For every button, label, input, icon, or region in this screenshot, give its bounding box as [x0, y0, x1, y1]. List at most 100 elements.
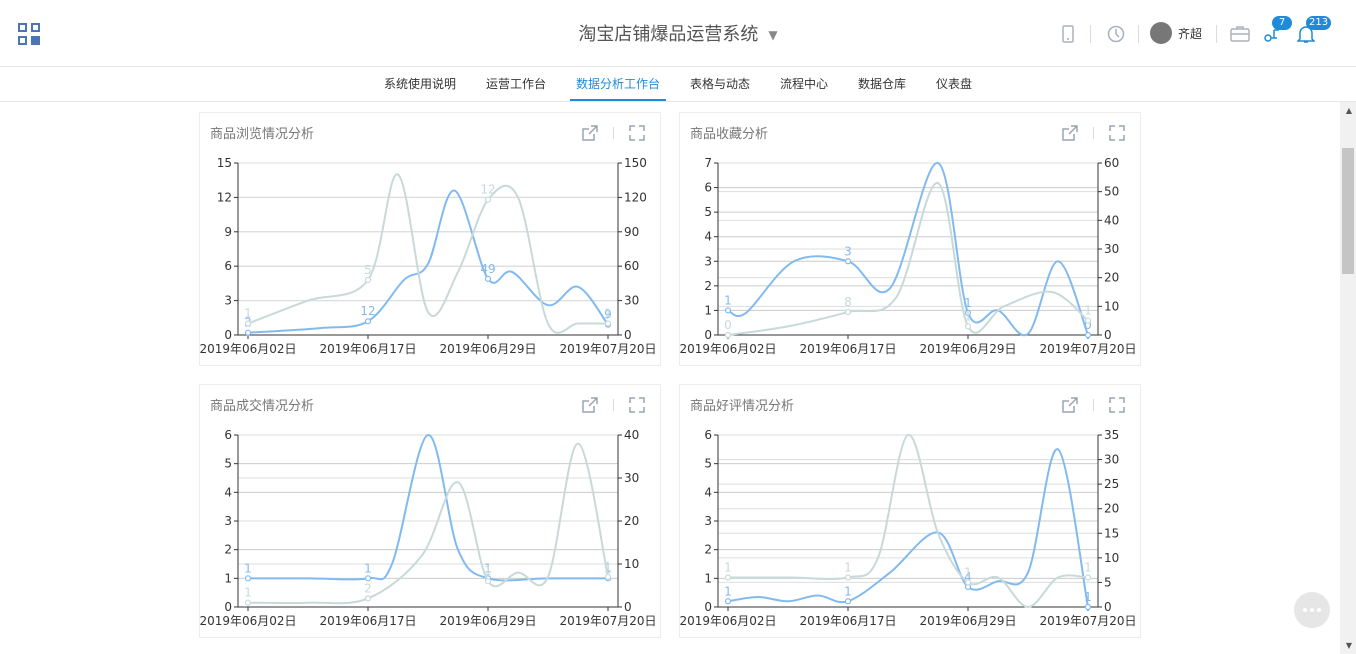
y-right-tick: 30 — [624, 471, 639, 485]
nav-item-dashboard[interactable]: 仪表盘 — [936, 77, 973, 91]
y-left-tick: 0 — [224, 328, 232, 342]
y-right-tick: 20 — [1104, 502, 1119, 516]
y-left-tick: 4 — [704, 485, 712, 499]
scroll-thumb[interactable] — [1342, 148, 1354, 274]
y-left-tick: 3 — [224, 294, 232, 308]
briefcase-icon[interactable] — [1228, 22, 1252, 46]
data-label: 3 — [844, 244, 852, 258]
vertical-scrollbar[interactable]: ▲ ▼ — [1340, 102, 1356, 654]
data-point — [244, 320, 252, 327]
data-label: 1 — [1084, 590, 1092, 604]
y-right-tick: 40 — [1104, 213, 1119, 227]
chart-panel-reviews: 商品好评情况分析 0 1 2 3 4 5 6 0 5 10 15 20 25 30 35 2019年06月02… — [679, 384, 1141, 638]
data-point — [964, 309, 972, 316]
app-grid-icon[interactable] — [18, 23, 40, 45]
nav-item-process[interactable]: 流程中心 — [780, 77, 829, 91]
scroll-up-icon[interactable]: ▲ — [1345, 106, 1352, 115]
data-label: 1 — [844, 584, 852, 598]
external-link-icon[interactable] — [1060, 123, 1080, 143]
y-left-tick: 5 — [704, 457, 712, 471]
data-point — [844, 574, 852, 581]
data-point — [1084, 603, 1092, 611]
data-label: 1 — [364, 561, 372, 575]
y-left-tick: 9 — [224, 225, 232, 239]
y-right-tick: 10 — [1104, 299, 1119, 313]
fullscreen-icon[interactable] — [627, 395, 647, 415]
external-link-icon[interactable] — [580, 395, 600, 415]
data-point — [844, 308, 852, 316]
y-left-tick: 6 — [224, 259, 232, 273]
nav-item-tables[interactable]: 表格与动态 — [690, 77, 751, 91]
y-right-tick: 40 — [624, 428, 639, 442]
avatar[interactable] — [1150, 22, 1172, 44]
y-right-tick: 0 — [1104, 328, 1112, 342]
y-left-tick: 15 — [217, 156, 232, 170]
y-right-tick: 30 — [1104, 242, 1119, 256]
fullscreen-icon[interactable] — [1107, 395, 1127, 415]
fullscreen-icon[interactable] — [627, 123, 647, 143]
app-header: 淘宝店铺爆品运营系统 ▼ 齐超 7 213 — [0, 0, 1356, 67]
x-tick: 2019年06月17日 — [799, 342, 896, 356]
bell-icon[interactable]: 213 — [1294, 16, 1332, 46]
y-left-tick: 2 — [224, 543, 232, 557]
y-left-tick: 7 — [704, 156, 712, 170]
data-label: 1 — [244, 561, 252, 575]
data-point — [244, 599, 252, 606]
scroll-down-icon[interactable]: ▼ — [1345, 641, 1352, 650]
data-label: 2 — [364, 581, 372, 595]
y-left-tick: 2 — [704, 279, 712, 293]
system-title: 淘宝店铺爆品运营系统 — [578, 24, 759, 45]
external-link-icon[interactable] — [580, 123, 600, 143]
data-label: 12 — [480, 183, 495, 197]
x-tick: 2019年06月17日 — [799, 614, 896, 628]
y-left-tick: 6 — [704, 428, 712, 442]
series-line — [247, 442, 609, 605]
y-left-tick: 0 — [704, 328, 712, 342]
data-label: 1 — [724, 293, 732, 307]
fullscreen-icon[interactable] — [1107, 123, 1127, 143]
y-right-tick: 60 — [1104, 156, 1119, 170]
clock-icon[interactable] — [1104, 22, 1128, 46]
x-tick: 2019年06月29日 — [439, 614, 536, 628]
y-left-tick: 6 — [704, 181, 712, 195]
data-label: 1 — [964, 565, 972, 579]
nav-item-manual[interactable]: 系统使用说明 — [384, 77, 457, 91]
data-point — [844, 258, 852, 265]
data-label: 12 — [360, 304, 375, 318]
y-right-tick: 30 — [624, 294, 639, 308]
data-point — [604, 573, 612, 580]
x-tick: 2019年06月02日 — [200, 342, 297, 356]
nav-item-ops[interactable]: 运营工作台 — [486, 77, 547, 91]
data-label: 1 — [484, 564, 492, 578]
y-left-tick: 4 — [704, 230, 712, 244]
system-title-dropdown[interactable]: 淘宝店铺爆品运营系统 ▼ — [0, 20, 1356, 46]
workflow-icon[interactable]: 7 — [1260, 16, 1292, 46]
series-line — [727, 182, 1089, 336]
data-point — [844, 598, 852, 605]
data-point — [1084, 331, 1092, 339]
data-label: 8 — [844, 295, 852, 309]
data-point — [724, 331, 732, 339]
data-label: 1 — [604, 561, 612, 575]
data-label: 4 — [964, 570, 972, 584]
nav-item-warehouse[interactable]: 数据仓库 — [858, 77, 907, 91]
external-link-icon[interactable] — [1060, 395, 1080, 415]
more-actions-button[interactable] — [1294, 592, 1330, 628]
nav-item-analytics[interactable]: 数据分析工作台 — [569, 67, 667, 101]
data-label: 1 — [244, 586, 252, 600]
mobile-icon[interactable] — [1056, 22, 1080, 46]
data-point — [964, 323, 972, 330]
user-name[interactable]: 齐超 — [1178, 27, 1203, 41]
data-label: 0 — [1084, 318, 1092, 332]
y-left-tick: 5 — [704, 205, 712, 219]
x-tick: 2019年07月20日 — [559, 342, 656, 356]
data-point — [364, 318, 372, 325]
y-left-tick: 3 — [704, 514, 712, 528]
data-label: 5 — [364, 263, 372, 277]
series-line — [247, 173, 608, 334]
data-point — [364, 276, 372, 284]
y-right-tick: 25 — [1104, 477, 1119, 491]
series-line — [247, 433, 608, 582]
data-point — [364, 595, 372, 602]
data-point — [484, 578, 492, 585]
